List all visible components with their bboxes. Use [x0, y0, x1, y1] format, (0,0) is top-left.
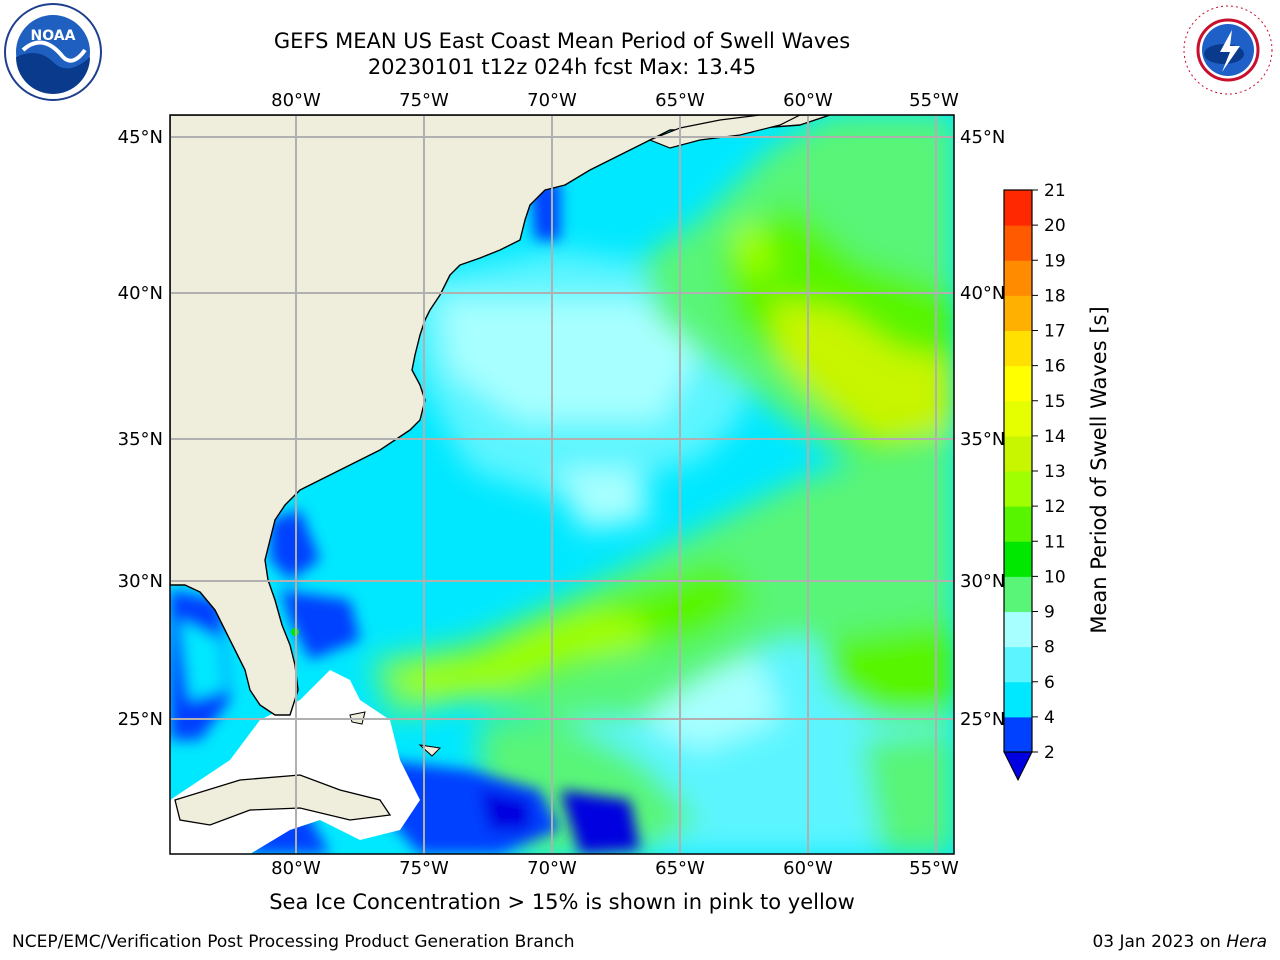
lon-label: 60°W: [783, 90, 833, 111]
colorbar-tick-label: 9: [1044, 603, 1055, 623]
lon-label: 55°W: [909, 858, 959, 879]
lat-label: 45°N: [118, 127, 163, 148]
colorbar-segment: [1004, 225, 1032, 261]
colorbar-segment: [1004, 471, 1032, 507]
lon-label: 65°W: [655, 90, 705, 111]
lon-label: 60°W: [783, 858, 833, 879]
cuba-landmass: [174, 774, 392, 826]
colorbar-tick-label: 14: [1044, 427, 1066, 447]
colorbar-segment: [1004, 646, 1032, 683]
colorbar-tick-label: 21: [1044, 181, 1066, 201]
colorbar-segment: [1004, 506, 1032, 542]
colorbar-segment: [1004, 400, 1032, 437]
colorbar-segment: [1004, 190, 1032, 226]
lon-label: 65°W: [655, 858, 705, 879]
colorbar-tick-label: 6: [1044, 673, 1055, 693]
map-title: GEFS MEAN US East Coast Mean Period of S…: [273, 29, 851, 53]
colorbar-tick-label: 18: [1044, 286, 1066, 306]
colorbar-tick-label: 11: [1044, 532, 1066, 552]
colorbar-segment: [1004, 681, 1032, 718]
lat-label: 25°N: [960, 709, 1005, 730]
colorbar-tick-label: 20: [1044, 216, 1066, 236]
colorbar-tick-label: 16: [1044, 357, 1066, 377]
map-frame: [169, 114, 955, 855]
colorbar-tick-label: 10: [1044, 567, 1066, 587]
nws-logo-icon: [1182, 4, 1274, 96]
lon-label: 75°W: [399, 90, 449, 111]
date-value: 03 Jan 2023 on: [1092, 932, 1221, 952]
colorbar-segment: [1004, 295, 1032, 331]
map-plot-area: [170, 115, 954, 854]
colorbar-segment: [1004, 611, 1032, 648]
colorbar-tick-label: 17: [1044, 322, 1066, 342]
gridlines: [170, 115, 954, 854]
colorbar: 2 4 6 8 9 10 11 12 13 14 15 16 17 18 19 20 21: [1003, 181, 1066, 782]
lon-label: 70°W: [527, 90, 577, 111]
host-name: Hera: [1226, 932, 1267, 952]
colorbar-extend-arrow: [1003, 751, 1033, 782]
colorbar-segment: [1004, 330, 1032, 367]
colorbar-segment: [1004, 716, 1032, 753]
colorbar-tick-label: 13: [1044, 462, 1066, 482]
lat-label: 25°N: [118, 709, 163, 730]
credit-text: NCEP/EMC/Verification Post Processing Pr…: [12, 932, 575, 952]
colorbar-segment: [1004, 541, 1032, 577]
lat-label: 35°N: [960, 429, 1005, 450]
colorbar-tick-label: 15: [1044, 392, 1066, 412]
colorbar-tick-label: 19: [1044, 251, 1066, 271]
lon-label: 70°W: [527, 858, 577, 879]
colorbar-segment: [1004, 435, 1032, 472]
colorbar-tick-label: 2: [1044, 743, 1055, 763]
lon-labels-top: 80°W 75°W 70°W 65°W 60°W 55°W: [271, 90, 959, 111]
lat-labels-right: 45°N 40°N 35°N 30°N 25°N: [960, 127, 1005, 730]
land-north-america: [170, 115, 831, 716]
lon-labels-bottom: 80°W 75°W 70°W 65°W 60°W 55°W: [271, 858, 959, 879]
noaa-logo-text: NOAA: [31, 28, 76, 44]
colorbar-tick-label: 4: [1044, 708, 1055, 728]
map-subtitle: 20230101 t12z 024h fcst Max: 13.45: [367, 55, 757, 79]
lon-label: 80°W: [271, 858, 321, 879]
colorbar-tick-label: 12: [1044, 497, 1066, 517]
lat-labels-left: 45°N 40°N 35°N 30°N 25°N: [118, 127, 163, 730]
lon-label: 80°W: [271, 90, 321, 111]
lon-label: 55°W: [909, 90, 959, 111]
lat-label: 40°N: [960, 283, 1005, 304]
colorbar-segment: [1004, 576, 1032, 612]
lat-label: 30°N: [960, 571, 1005, 592]
lat-label: 35°N: [118, 429, 163, 450]
land-nova-scotia: [648, 115, 801, 149]
noaa-logo-icon: NOAA: [4, 3, 102, 101]
colorbar-segment: [1004, 365, 1032, 402]
lat-label: 45°N: [960, 127, 1005, 148]
colorbar-tick-label: 8: [1044, 638, 1055, 658]
lon-label: 75°W: [399, 858, 449, 879]
sea-ice-note: Sea Ice Concentration > 15% is shown in …: [269, 890, 855, 914]
lat-label: 40°N: [118, 283, 163, 304]
lat-label: 30°N: [118, 571, 163, 592]
colorbar-segment: [1004, 260, 1032, 296]
date-text: 03 Jan 2023 on Hera: [1092, 932, 1267, 952]
colorbar-label: Mean Period of Swell Waves [s]: [1087, 306, 1111, 633]
